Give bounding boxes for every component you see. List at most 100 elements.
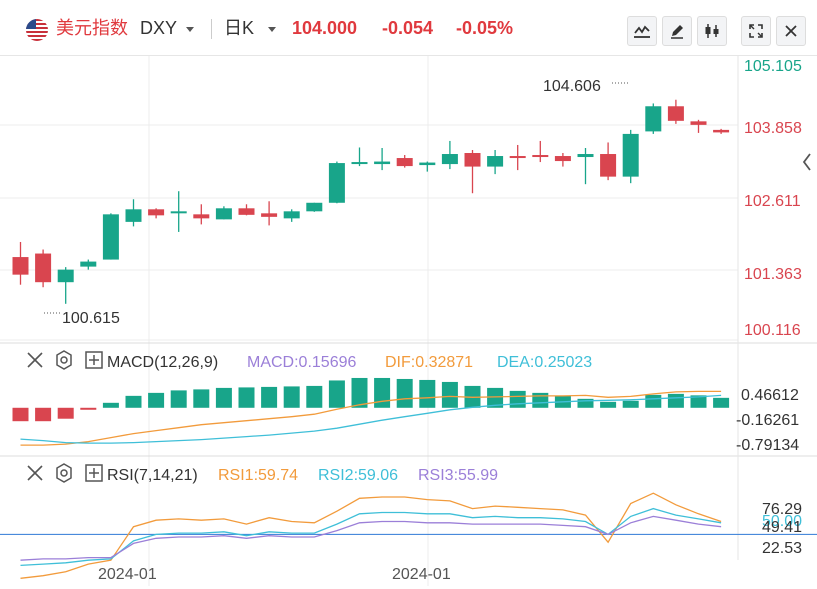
macd-close-button[interactable] <box>27 352 43 368</box>
candle-body <box>283 211 300 219</box>
macd-bar <box>80 407 97 410</box>
macd-bar <box>261 386 278 408</box>
pencil-icon <box>671 25 683 39</box>
close-icon <box>785 25 797 37</box>
candle-body <box>193 214 210 219</box>
symbol-label[interactable]: DXY <box>140 18 178 38</box>
expand-icon <box>749 24 763 38</box>
rsi-add-icon[interactable] <box>85 464 103 482</box>
rsi-indicator-name: RSI(7,14,21) <box>107 467 198 484</box>
symbol-dropdown-icon[interactable] <box>186 27 194 32</box>
price-change-percent: -0.05% <box>456 18 514 38</box>
macd-bar <box>193 389 210 408</box>
macd-bar <box>441 381 458 408</box>
high-annotation: 104.606 <box>543 78 601 95</box>
candle-body <box>487 156 504 167</box>
candlestick-icon <box>705 24 719 38</box>
rsi2-value-label: RSI2:59.06 <box>318 467 398 484</box>
candle-body <box>600 154 617 177</box>
period-dropdown-icon[interactable] <box>268 27 276 32</box>
macd-bar <box>35 407 52 422</box>
candle-body <box>328 163 345 203</box>
price-tick-label: 105.105 <box>744 58 802 75</box>
macd-bar <box>487 387 504 408</box>
header-divider <box>211 19 212 39</box>
dif-value-label: DIF:0.32871 <box>385 354 473 371</box>
macd-bar <box>509 390 526 408</box>
fullscreen-button[interactable] <box>741 16 771 46</box>
macd-tick-label: 0.46612 <box>741 387 799 404</box>
candle-body <box>396 158 413 167</box>
chevron-left-icon <box>802 153 811 171</box>
candle-body <box>622 133 639 177</box>
collapse-panel-button[interactable] <box>796 146 817 178</box>
candle-body <box>170 211 187 214</box>
price-tick-label: 101.363 <box>744 266 802 283</box>
candle-body <box>554 156 571 162</box>
candle-body <box>464 153 481 167</box>
candle-body <box>532 155 549 158</box>
macd-add-icon[interactable] <box>85 351 103 369</box>
candle-body <box>12 257 29 275</box>
candle-body <box>509 156 526 159</box>
rsi2-line <box>20 507 722 567</box>
macd-tick-label: -0.79134 <box>736 437 799 454</box>
candle-body <box>351 162 368 165</box>
dif-line <box>20 390 722 446</box>
candle-body <box>690 121 707 125</box>
indicator-tool-button[interactable] <box>627 16 657 46</box>
period-label[interactable]: 日K <box>224 18 255 38</box>
macd-bar <box>125 395 142 408</box>
rsi3-value-label: RSI3:55.99 <box>418 467 498 484</box>
price-change: -0.054 <box>382 18 434 38</box>
price-tick-label: 100.116 <box>744 322 801 339</box>
candle-body <box>215 208 232 220</box>
macd-settings-icon[interactable] <box>56 350 72 370</box>
price-tick-label: 102.611 <box>744 193 801 210</box>
rsi-tick-label: 22.53 <box>762 540 802 557</box>
candle-body <box>261 213 278 217</box>
candle-body <box>667 106 684 121</box>
close-chart-button[interactable] <box>776 16 806 46</box>
candle-body <box>577 154 594 158</box>
candle-body <box>102 214 119 260</box>
macd-tick-label: -0.16261 <box>736 412 799 429</box>
macd-bar <box>102 402 119 408</box>
macd-bar <box>374 377 391 408</box>
low-annotation: 100.615 <box>62 310 120 327</box>
draw-tool-button[interactable] <box>662 16 692 46</box>
candle-body <box>374 161 391 165</box>
macd-bar <box>148 392 165 408</box>
candle-body <box>306 202 323 212</box>
macd-bar <box>396 378 413 408</box>
candle-body <box>419 162 436 166</box>
rsi-tick-label: 76.29 <box>762 501 802 518</box>
macd-bar <box>283 386 300 408</box>
candle-body <box>57 269 74 283</box>
candle-body <box>713 129 730 133</box>
chart-type-button[interactable] <box>697 16 727 46</box>
macd-bar <box>622 400 639 408</box>
rsi1-line <box>20 492 722 579</box>
macd-bar <box>57 407 74 419</box>
candle-body <box>148 209 165 216</box>
rsi-close-button[interactable] <box>27 465 43 481</box>
candle-body <box>35 253 52 283</box>
dea-line <box>20 394 722 444</box>
x-tick-label: 2024-01 <box>98 566 157 583</box>
candle-body <box>80 261 97 267</box>
chart-header: 美元指数 DXY 日K 104.000 -0.054 -0.05% <box>0 0 817 56</box>
instrument-name[interactable]: 美元指数 <box>56 18 128 38</box>
line-chart-icon <box>634 25 650 38</box>
macd-bar <box>532 392 549 408</box>
macd-bar <box>306 385 323 408</box>
rsi-settings-icon[interactable] <box>56 463 72 483</box>
macd-bar <box>328 380 345 408</box>
macd-bar <box>215 387 232 408</box>
macd-bar <box>238 387 255 408</box>
us-flag-icon <box>26 19 48 41</box>
macd-bar <box>713 397 730 408</box>
x-tick-label: 2024-01 <box>392 566 451 583</box>
candle-body <box>238 208 255 215</box>
